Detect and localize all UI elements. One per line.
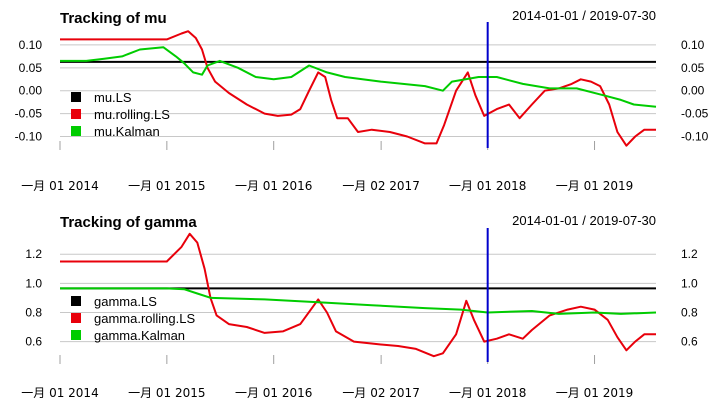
x-tick-gamma-3: 一月 02 2017	[342, 386, 419, 400]
legend-swatch-gamma-rolling-LS	[71, 313, 81, 323]
panel-mu-x-ticks: 一月 01 2014 一月 01 2015 一月 01 2016 一月 02 2017…	[21, 179, 633, 193]
legend-label-mu-rolling-LS: mu.rolling.LS	[94, 107, 170, 122]
panel-gamma-date-range: 2014-01-01 / 2019-07-30	[512, 213, 656, 228]
y-tick-right-mu-2: 0.00	[681, 84, 705, 98]
legend-label-mu-Kalman: mu.Kalman	[94, 124, 160, 139]
panel-mu-series-group	[60, 30, 657, 147]
panel-mu-title: Tracking of mu	[60, 10, 167, 27]
panel-gamma-title: Tracking of gamma	[60, 214, 197, 231]
y-tick-right-mu-4: -0.10	[681, 130, 709, 144]
panel-gamma-right-y-ticks: 1.2 1.0 0.8 0.6	[681, 247, 698, 348]
panel-gamma: 1.21.00.80.6 1.21.00.80.6 一月 01 2014 一月 0…	[0, 205, 723, 410]
series-line-mu-Kalman	[60, 46, 657, 108]
y-tick-right-mu-1: 0.05	[681, 61, 705, 75]
panel-gamma-left-y-ticks: 1.2 1.0 0.8 0.6	[25, 247, 42, 348]
legend-label-gamma-Kalman: gamma.Kalman	[94, 328, 185, 343]
y-tick-left-mu-2: 0.00	[19, 84, 43, 98]
y-tick-right-gamma-2: 0.8	[681, 305, 698, 319]
y-tick-right-gamma-3: 0.6	[681, 335, 698, 349]
x-tick-mu-3: 一月 02 2017	[342, 179, 419, 193]
y-tick-left-mu-0: 0.10	[19, 38, 43, 52]
x-tick-gamma-5: 一月 01 2019	[556, 386, 633, 400]
panel-mu-gridlines	[60, 44, 656, 138]
legend-label-gamma-rolling-LS: gamma.rolling.LS	[94, 311, 195, 326]
y-tick-left-gamma-2: 0.8	[25, 305, 42, 319]
panel-mu: 0.10 0.05 0.00 -0.05 -0.10 0.10 0.05 0.00 -0.05…	[0, 0, 723, 205]
x-tick-mu-0: 一月 01 2014	[21, 179, 98, 193]
panel-mu-date-range: 2014-01-01 / 2019-07-30	[512, 8, 656, 23]
legend-swatch-gamma-Kalman	[71, 330, 81, 340]
x-tick-gamma-1: 一月 01 2015	[128, 386, 205, 400]
series-line-gamma-Kalman	[60, 287, 657, 315]
panel-gamma-x-ticks: 一月 01 2014 一月 01 2015 一月 01 2016 一月 02 2017…	[21, 386, 633, 400]
x-tick-gamma-2: 一月 01 2016	[235, 386, 312, 400]
x-tick-mu-5: 一月 01 2019	[556, 179, 633, 193]
panel-mu-right-y-ticks: 0.10 0.05 0.00 -0.05 -0.10	[681, 38, 709, 144]
legend-swatch-mu-Kalman	[71, 126, 81, 136]
panel-gamma-legend: gamma.LS gamma.rolling.LS gamma.Kalman	[71, 294, 195, 343]
panel-gamma-background	[0, 205, 723, 410]
y-tick-left-mu-1: 0.05	[19, 61, 43, 75]
panel-gamma-series-group	[60, 232, 657, 358]
y-tick-right-gamma-0: 1.2	[681, 247, 698, 261]
x-tick-mu-4: 一月 01 2018	[449, 179, 526, 193]
panel-mu-left-y-ticks: 0.10 0.05 0.00 -0.05 -0.10	[15, 38, 43, 144]
x-tick-gamma-0: 一月 01 2014	[21, 386, 98, 400]
y-tick-left-gamma-0: 1.2	[25, 247, 42, 261]
legend-swatch-mu-LS	[71, 92, 81, 102]
panel-mu-legend: mu.LS mu.rolling.LS mu.Kalman	[71, 90, 170, 139]
y-tick-right-gamma-1: 1.0	[681, 276, 698, 290]
legend-swatch-mu-rolling-LS	[71, 109, 81, 119]
x-tick-mu-2: 一月 01 2016	[235, 179, 312, 193]
legend-label-mu-LS: mu.LS	[94, 90, 132, 105]
x-tick-gamma-4: 一月 01 2018	[449, 386, 526, 400]
series-line-gamma-rolling-LS	[60, 232, 656, 358]
panel-mu-background	[0, 0, 723, 205]
y-tick-left-gamma-3: 0.6	[25, 335, 42, 349]
y-tick-left-mu-4: -0.10	[15, 130, 43, 144]
y-tick-left-gamma-1: 1.0	[25, 276, 42, 290]
y-tick-right-mu-3: -0.05	[681, 107, 709, 121]
x-tick-mu-1: 一月 01 2015	[128, 179, 205, 193]
legend-swatch-gamma-LS	[71, 296, 81, 306]
y-tick-left-mu-3: -0.05	[15, 107, 43, 121]
series-line-mu-rolling-LS	[60, 30, 656, 147]
y-tick-right-mu-0: 0.10	[681, 38, 705, 52]
legend-label-gamma-LS: gamma.LS	[94, 294, 157, 309]
